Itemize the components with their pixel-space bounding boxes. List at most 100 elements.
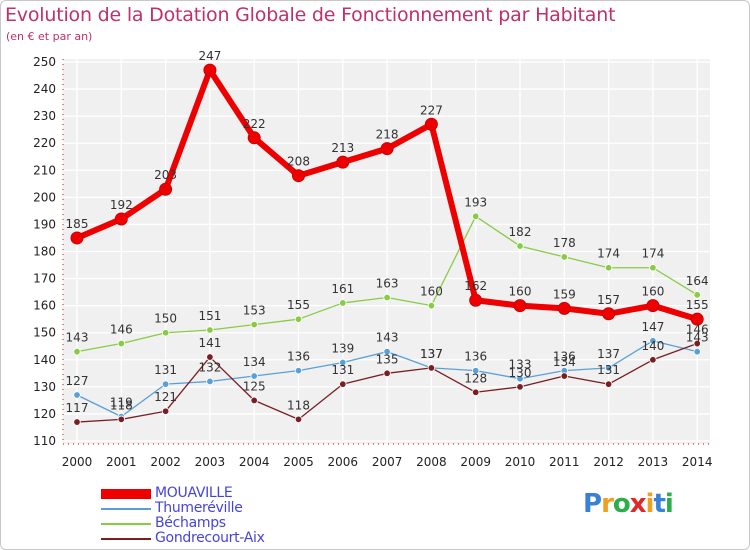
y-tick-label: 200 — [33, 190, 56, 204]
data-point — [604, 380, 613, 388]
data-label: 118 — [287, 398, 310, 412]
data-label: 133 — [509, 358, 532, 372]
data-label: 125 — [243, 379, 266, 393]
x-tick-label: 2013 — [638, 455, 669, 469]
proxiti-logo: Proxiti — [583, 489, 674, 519]
data-label: 127 — [66, 374, 89, 388]
data-point — [203, 63, 217, 77]
data-label: 247 — [198, 49, 221, 63]
data-label: 130 — [509, 366, 532, 380]
data-point — [206, 353, 214, 361]
data-point — [472, 212, 480, 221]
data-label: 192 — [110, 198, 133, 212]
legend-swatch — [101, 523, 151, 525]
y-tick-label: 180 — [33, 245, 56, 259]
x-tick-label: 2008 — [416, 455, 447, 469]
data-label: 139 — [331, 341, 354, 355]
data-point — [336, 155, 350, 169]
data-label: 119 — [110, 396, 133, 410]
data-label: 155 — [287, 298, 310, 312]
data-point — [693, 347, 701, 356]
data-point — [693, 339, 701, 348]
data-point — [693, 291, 701, 299]
data-point — [247, 131, 261, 145]
data-point — [690, 312, 704, 326]
y-tick-label: 220 — [33, 136, 56, 150]
data-label: 143 — [66, 331, 89, 345]
data-point — [117, 339, 125, 348]
data-point — [380, 142, 394, 156]
data-label: 132 — [198, 360, 221, 374]
data-label: 136 — [464, 350, 487, 364]
y-tick-label: 120 — [33, 407, 56, 421]
x-tick-label: 2003 — [195, 455, 226, 469]
data-label: 208 — [287, 155, 310, 169]
data-label: 222 — [243, 117, 266, 131]
data-point — [427, 364, 436, 372]
data-label: 159 — [553, 287, 576, 301]
data-point — [646, 299, 660, 313]
data-label: 160 — [641, 285, 664, 299]
data-point — [250, 396, 258, 405]
data-point — [161, 407, 170, 415]
data-label: 128 — [464, 371, 487, 385]
x-tick-label: 2014 — [682, 455, 713, 469]
data-point — [250, 372, 258, 380]
y-tick-label: 150 — [33, 326, 56, 340]
data-point — [604, 264, 613, 272]
data-label: 178 — [553, 236, 576, 250]
grid — [63, 59, 710, 444]
data-label: 174 — [641, 247, 664, 261]
data-label: 134 — [553, 355, 576, 369]
data-point — [424, 117, 438, 131]
y-tick-label: 140 — [33, 353, 56, 367]
data-point — [159, 182, 173, 196]
x-tick-label: 2012 — [593, 455, 624, 469]
y-tick-label: 130 — [33, 380, 56, 394]
data-label: 121 — [154, 390, 177, 404]
data-point — [383, 347, 391, 356]
y-tick-label: 110 — [33, 434, 56, 448]
chart-title: Evolution de la Dotation Globale de Fonc… — [5, 4, 616, 26]
logo-letter: i — [645, 489, 655, 519]
data-point — [516, 242, 524, 250]
y-tick-label: 240 — [33, 82, 56, 96]
x-tick-label: 2004 — [239, 455, 270, 469]
data-point — [294, 366, 303, 375]
data-label: 153 — [243, 304, 266, 318]
data-label: 137 — [420, 347, 443, 361]
data-label: 137 — [597, 347, 620, 361]
y-tick-label: 250 — [33, 55, 56, 69]
data-point — [472, 388, 480, 396]
x-tick-label: 2001 — [106, 455, 137, 469]
data-label: 213 — [331, 141, 354, 155]
data-point — [339, 299, 347, 307]
data-label: 131 — [597, 363, 620, 377]
x-tick-label: 2005 — [283, 455, 314, 469]
data-label: 143 — [376, 331, 399, 345]
data-label: 131 — [331, 363, 354, 377]
data-label: 136 — [553, 350, 576, 364]
data-point — [294, 315, 303, 323]
x-tick-label: 2006 — [328, 455, 359, 469]
y-tick-label: 190 — [33, 217, 56, 231]
data-label: 140 — [641, 339, 664, 353]
data-point — [560, 372, 568, 380]
data-point — [117, 415, 125, 424]
data-point — [516, 375, 524, 383]
legend-swatch — [101, 538, 151, 540]
data-label: 137 — [420, 347, 443, 361]
x-tick-label: 2007 — [372, 455, 403, 469]
data-point — [602, 307, 616, 321]
data-label: 182 — [509, 225, 532, 239]
data-label: 117 — [66, 401, 89, 415]
logo-letter: x — [629, 489, 647, 519]
data-point — [516, 383, 524, 391]
x-tick-label: 2011 — [549, 455, 580, 469]
data-label: 203 — [154, 168, 177, 182]
data-label: 160 — [509, 285, 532, 299]
data-point — [292, 169, 305, 183]
data-label: 157 — [597, 293, 620, 307]
